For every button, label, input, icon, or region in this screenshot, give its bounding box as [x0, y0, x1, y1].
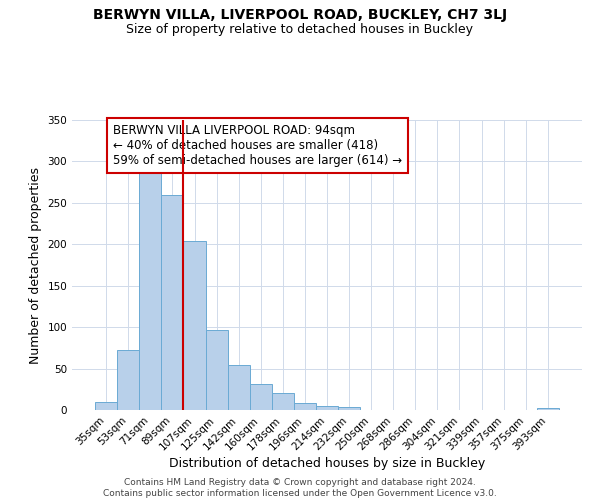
Bar	[537, 408, 559, 410]
Bar	[250, 384, 272, 410]
Text: BERWYN VILLA, LIVERPOOL ROAD, BUCKLEY, CH7 3LJ: BERWYN VILLA, LIVERPOOL ROAD, BUCKLEY, C…	[93, 8, 507, 22]
Bar	[184, 241, 206, 410]
X-axis label: Distribution of detached houses by size in Buckley: Distribution of detached houses by size …	[169, 458, 485, 470]
Bar	[139, 173, 161, 410]
Bar	[95, 402, 117, 410]
Bar	[338, 406, 360, 410]
Bar	[227, 366, 250, 410]
Text: Size of property relative to detached houses in Buckley: Size of property relative to detached ho…	[127, 22, 473, 36]
Bar	[316, 406, 338, 410]
Bar	[294, 404, 316, 410]
Bar	[206, 330, 227, 410]
Text: Contains HM Land Registry data © Crown copyright and database right 2024.
Contai: Contains HM Land Registry data © Crown c…	[103, 478, 497, 498]
Bar	[117, 350, 139, 410]
Text: BERWYN VILLA LIVERPOOL ROAD: 94sqm
← 40% of detached houses are smaller (418)
59: BERWYN VILLA LIVERPOOL ROAD: 94sqm ← 40%…	[113, 124, 402, 168]
Bar	[272, 392, 294, 410]
Y-axis label: Number of detached properties: Number of detached properties	[29, 166, 42, 364]
Bar	[161, 194, 184, 410]
